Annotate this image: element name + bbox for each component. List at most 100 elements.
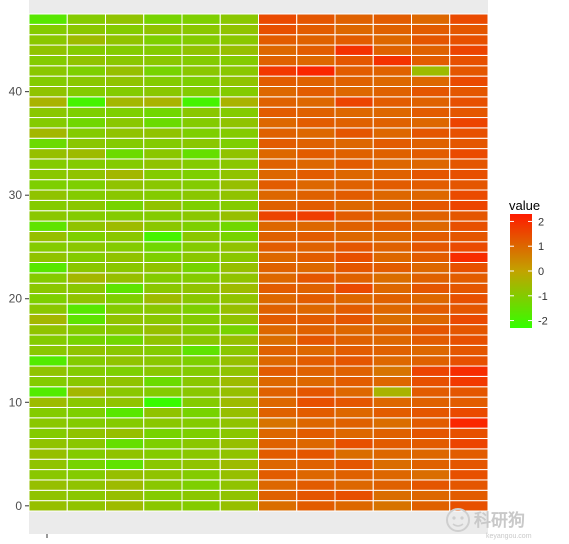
heatmap-cell [66, 344, 106, 357]
heatmap-cell [66, 375, 106, 388]
heatmap-cell [258, 230, 298, 243]
heatmap-cell [28, 23, 68, 36]
heatmap-cell [411, 489, 451, 502]
heatmap-cell [28, 158, 68, 170]
heatmap-cell [28, 324, 68, 336]
heatmap-cell [258, 417, 298, 429]
heatmap-cell [28, 375, 68, 388]
heatmap-cell [411, 262, 451, 274]
heatmap-cell [66, 127, 106, 139]
dog-face-icon [446, 508, 470, 532]
heatmap-cell [411, 34, 451, 46]
heatmap-cell [334, 34, 374, 46]
heatmap-cell [105, 34, 145, 46]
heatmap-cell [258, 13, 298, 25]
heatmap-cell [105, 355, 145, 367]
heatmap-cell [334, 210, 374, 222]
heatmap-cell [334, 365, 374, 377]
heatmap-cell [449, 375, 489, 388]
heatmap-cell [219, 479, 259, 491]
heatmap-cell [143, 251, 183, 263]
heatmap-cell [258, 179, 298, 191]
heatmap-cell [296, 75, 336, 87]
heatmap-cell [143, 282, 183, 295]
heatmap-cell [219, 179, 259, 191]
heatmap-cell [181, 293, 221, 305]
heatmap-cell [105, 272, 145, 284]
heatmap-cell [334, 137, 374, 150]
y-tick-label: 30 [9, 188, 23, 202]
heatmap-cell [143, 199, 183, 212]
heatmap-cell [334, 44, 374, 56]
heatmap-cell [296, 500, 336, 512]
heatmap-cell [411, 148, 451, 160]
heatmap-cell [258, 189, 298, 201]
heatmap-cell [411, 396, 451, 408]
heatmap-cell [372, 189, 412, 201]
heatmap-cell [105, 500, 145, 512]
heatmap-cell [372, 500, 412, 512]
heatmap-cell [66, 324, 106, 336]
heatmap-cell [66, 158, 106, 170]
heatmap-cell [449, 230, 489, 243]
heatmap-cell [449, 179, 489, 191]
heatmap-cell [105, 417, 145, 429]
heatmap-cell [334, 386, 374, 398]
heatmap-cell [411, 96, 451, 108]
heatmap-cell [334, 272, 374, 284]
heatmap-cell [143, 427, 183, 440]
watermark-subtext: keyangou.com [486, 533, 532, 540]
heatmap-cell [258, 396, 298, 408]
heatmap-cell [219, 489, 259, 502]
y-tick-label: 0 [15, 499, 22, 513]
heatmap-cell [28, 137, 68, 150]
heatmap-cell [296, 334, 336, 346]
heatmap-cell [143, 344, 183, 357]
heatmap-cell [219, 230, 259, 243]
heatmap-cell [105, 117, 145, 129]
heatmap-cell [66, 241, 106, 253]
heatmap-cell [296, 241, 336, 253]
heatmap-cell [219, 106, 259, 119]
heatmap-cell [449, 168, 489, 181]
heatmap-cell [449, 34, 489, 46]
heatmap-cell [28, 44, 68, 56]
heatmap-cell [28, 189, 68, 201]
y-axis: 0 10 20 30 40 [9, 85, 29, 513]
heatmap-cell [258, 344, 298, 357]
heatmap-cell [334, 54, 374, 67]
heatmap-cell [372, 386, 412, 398]
heatmap-cell [105, 179, 145, 191]
heatmap-cell [334, 396, 374, 408]
heatmap-cell [449, 282, 489, 295]
heatmap-cell [181, 13, 221, 25]
heatmap-cell [258, 65, 298, 77]
heatmap-cell [372, 106, 412, 119]
heatmap-cell [449, 44, 489, 56]
heatmap-cell [411, 334, 451, 346]
y-tick-label: 20 [9, 292, 23, 306]
heatmap-cell [28, 489, 68, 502]
heatmap-cell [28, 334, 68, 346]
heatmap-cell [449, 272, 489, 284]
heatmap-cell [372, 427, 412, 440]
heatmap-cell [296, 13, 336, 25]
heatmap-cell [258, 220, 298, 232]
heatmap-cell [105, 262, 145, 274]
heatmap-cell [258, 199, 298, 212]
heatmap-cell [105, 106, 145, 119]
heatmap-cell [449, 210, 489, 222]
heatmap-cell [219, 137, 259, 150]
heatmap-cell [181, 230, 221, 243]
heatmap-cell [449, 438, 489, 450]
heatmap-cell [411, 106, 451, 119]
heatmap-cell [296, 96, 336, 108]
heatmap-cell [181, 448, 221, 460]
heatmap-cell [105, 438, 145, 450]
heatmap-cell [449, 469, 489, 481]
heatmap-cell [334, 189, 374, 201]
heatmap-cell [143, 293, 183, 305]
heatmap-cell [105, 44, 145, 56]
heatmap-cell [372, 469, 412, 481]
heatmap-cell [181, 386, 221, 398]
